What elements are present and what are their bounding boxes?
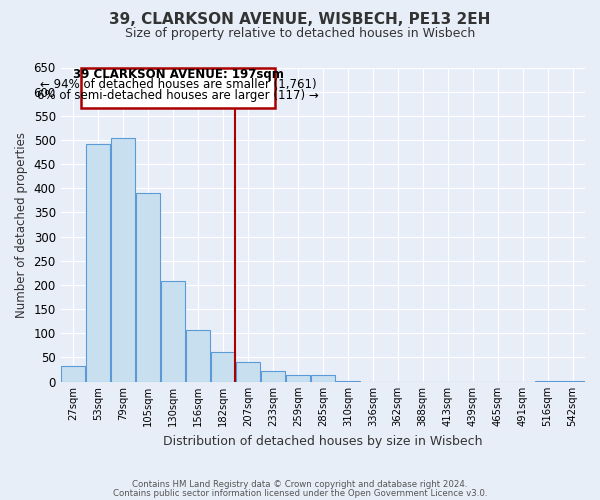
Bar xyxy=(161,280,185,382)
Bar xyxy=(111,138,135,382)
FancyBboxPatch shape xyxy=(80,68,275,108)
Text: Size of property relative to detached houses in Wisbech: Size of property relative to detached ho… xyxy=(125,28,475,40)
Text: Contains HM Land Registry data © Crown copyright and database right 2024.: Contains HM Land Registry data © Crown c… xyxy=(132,480,468,489)
Bar xyxy=(286,375,310,382)
Text: 6% of semi-detached houses are larger (117) →: 6% of semi-detached houses are larger (1… xyxy=(37,88,319,102)
Bar xyxy=(236,362,260,382)
Text: ← 94% of detached houses are smaller (1,761): ← 94% of detached houses are smaller (1,… xyxy=(40,78,316,92)
Bar xyxy=(211,352,235,382)
Bar xyxy=(261,371,285,382)
Y-axis label: Number of detached properties: Number of detached properties xyxy=(15,132,28,318)
Bar xyxy=(86,144,110,382)
X-axis label: Distribution of detached houses by size in Wisbech: Distribution of detached houses by size … xyxy=(163,434,482,448)
Bar xyxy=(311,376,335,382)
Bar xyxy=(136,193,160,382)
Bar xyxy=(186,330,210,382)
Text: 39, CLARKSON AVENUE, WISBECH, PE13 2EH: 39, CLARKSON AVENUE, WISBECH, PE13 2EH xyxy=(109,12,491,28)
Text: Contains public sector information licensed under the Open Government Licence v3: Contains public sector information licen… xyxy=(113,490,487,498)
Bar xyxy=(61,366,85,382)
Text: 39 CLARKSON AVENUE: 197sqm: 39 CLARKSON AVENUE: 197sqm xyxy=(73,68,283,81)
